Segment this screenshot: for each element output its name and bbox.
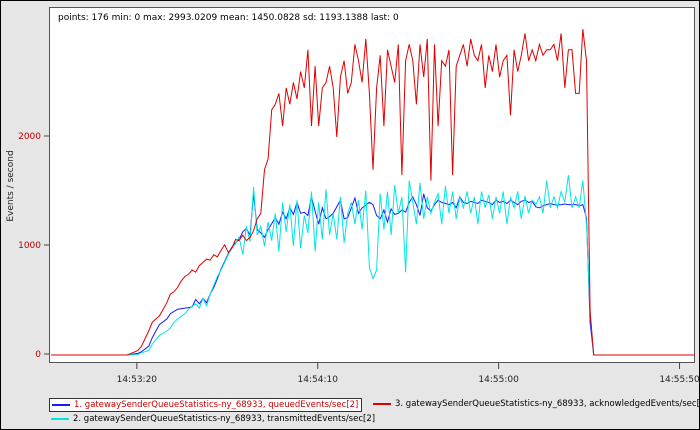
line-chart: points: 176 min: 0 max: 2993.0209 mean: … [51,13,695,356]
x-axis-ticks: 14:53:20 14:54:10 14:55:00 14:55:50 [117,363,700,385]
x-tick-label: 14:55:00 [478,375,519,385]
x-tick-label: 14:53:20 [117,375,158,385]
x-tick-label: 14:54:10 [298,375,339,385]
x-tick-label: 14:55:50 [659,375,700,385]
plot-area[interactable]: points: 176 min: 0 max: 2993.0209 mean: … [49,7,695,363]
legend-label-acknowledged: 3. gatewaySenderQueueStatistics-ny_68933… [395,399,700,409]
legend-swatch-acknowledged [373,402,391,405]
y-axis-ticks: 0 1000 2000 [18,132,49,360]
y-tick-label: 1000 [18,241,41,251]
legend-label-transmitted: 2. gatewaySenderQueueStatistics-ny_68933… [73,414,376,424]
series-line-1 [51,193,695,356]
y-tick-label: 0 [35,350,41,360]
legend-label-queued: 1. gatewaySenderQueueStatistics-ny_68933… [74,400,359,410]
series-line-2 [51,175,695,356]
y-tick-label: 2000 [18,132,41,142]
series-layer [51,29,695,356]
y-axis-label: Events / second [6,150,16,221]
legend-item-queued-events[interactable]: 1. gatewaySenderQueueStatistics-ny_68933… [49,398,363,412]
legend-swatch-transmitted [51,417,69,420]
legend: 1. gatewaySenderQueueStatistics-ny_68933… [49,397,700,427]
stats-line: points: 176 min: 0 max: 2993.0209 mean: … [58,13,399,23]
legend-swatch-queued [52,403,70,406]
legend-item-acknowledged-events[interactable]: 3. gatewaySenderQueueStatistics-ny_68933… [371,398,700,410]
legend-item-transmitted-events[interactable]: 2. gatewaySenderQueueStatistics-ny_68933… [49,413,378,425]
series-line-3 [51,29,695,356]
